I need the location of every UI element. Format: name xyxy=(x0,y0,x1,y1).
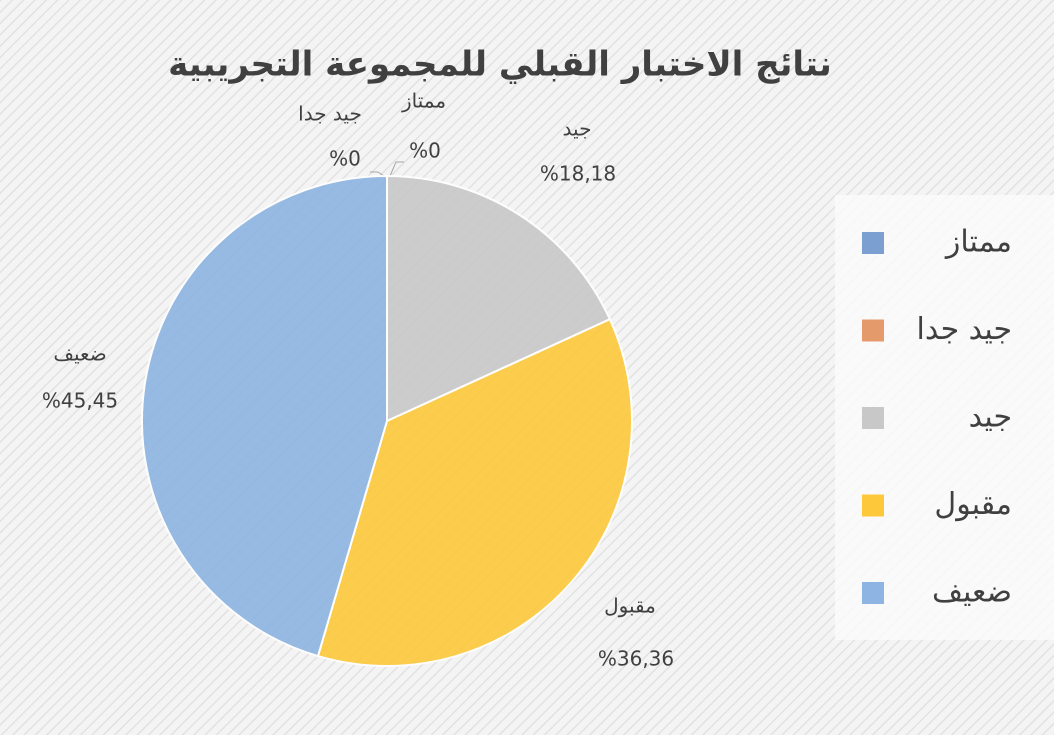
data-label-value: %18,18 xyxy=(540,162,616,186)
pie-slice xyxy=(386,174,612,423)
data-label-value: %0 xyxy=(409,139,441,163)
pie-slice xyxy=(316,317,633,667)
data-label-value: %36,36 xyxy=(598,647,674,671)
chart-title: نتائج الاختبار القبلي للمجموعة التجريبية xyxy=(168,45,832,85)
data-label-name: ضعيف xyxy=(53,342,106,366)
legend-swatch xyxy=(862,582,884,604)
legend-label: جيد xyxy=(969,400,1012,435)
data-label-name: جيد xyxy=(563,117,592,141)
legend-label: مقبول xyxy=(934,487,1012,522)
legend-swatch xyxy=(862,407,884,429)
data-label-name: مقبول xyxy=(604,594,656,618)
pie-slice xyxy=(141,174,388,658)
leader-line xyxy=(370,161,404,177)
legend-label: جيد جدا xyxy=(916,312,1012,347)
data-label-value: %45,45 xyxy=(42,389,118,413)
pie xyxy=(141,174,633,667)
data-label-name: جيد جدا xyxy=(298,102,362,126)
data-label-name: ممتاز xyxy=(401,89,446,113)
legend-swatch xyxy=(862,232,884,254)
legend-label: ممتاز xyxy=(944,225,1012,260)
legend-label: ضعيف xyxy=(932,575,1012,610)
legend-swatch xyxy=(862,319,884,342)
data-label-value: %0 xyxy=(329,147,361,171)
legend-swatch xyxy=(862,494,884,517)
